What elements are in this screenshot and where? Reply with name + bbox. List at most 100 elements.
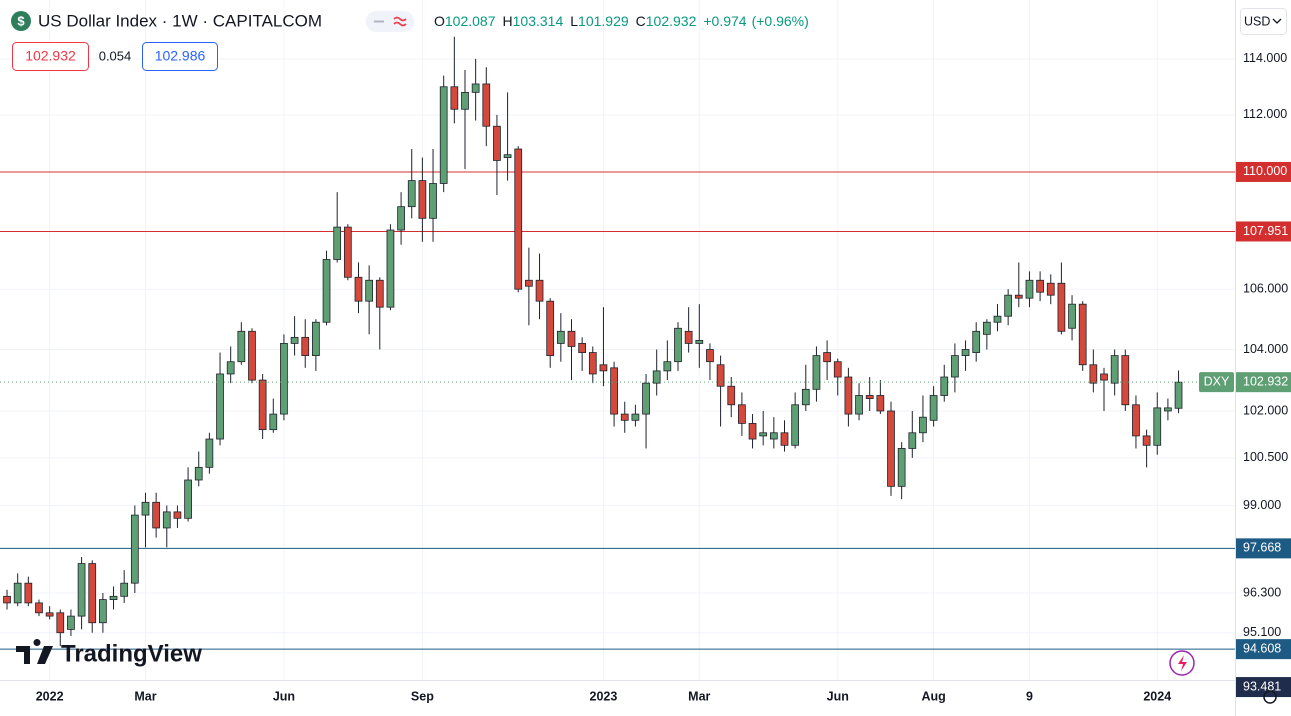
symbol-tag-box [1199, 372, 1234, 393]
candle-body [3, 595, 11, 604]
candle-body [833, 361, 842, 378]
candle-body [280, 343, 288, 415]
candle-body [99, 599, 107, 624]
candle-body [535, 279, 544, 302]
candle-body [567, 330, 576, 347]
candle-body [801, 388, 810, 406]
candle-body [45, 612, 54, 617]
candle-body [738, 404, 746, 424]
candle-body [1153, 407, 1162, 446]
level-label: 110.000 [1243, 164, 1287, 178]
currency-button[interactable] [1240, 8, 1287, 35]
ohlc-value: 103.314 [513, 13, 564, 29]
candle-body [216, 373, 224, 440]
candle-body [162, 511, 171, 529]
candle-body [13, 582, 22, 604]
level-tag [1236, 677, 1291, 698]
candle-body [1132, 404, 1140, 437]
y-tick-label: 114.000 [1243, 51, 1287, 65]
y-tick-label: 102.000 [1243, 403, 1288, 417]
candle-body [684, 330, 693, 344]
candle-body [940, 376, 949, 396]
x-tick-label: 9 [1026, 689, 1033, 703]
candle-body [290, 336, 299, 344]
ohlc-label: C [636, 13, 646, 29]
x-tick-label: Jun [273, 689, 295, 703]
candle-body [1089, 364, 1098, 384]
candle-body [1004, 294, 1013, 317]
candle-body [546, 300, 555, 357]
x-tick-label: Aug [921, 689, 945, 703]
candle-body [1068, 303, 1076, 329]
candle-body [322, 259, 331, 323]
candle-body [652, 370, 661, 384]
candle-body [599, 364, 608, 372]
candle-body [312, 321, 320, 357]
chart-title: US Dollar Index · 1W · CAPITALCOM [38, 11, 322, 30]
candle-body [397, 206, 405, 231]
candle-body [35, 602, 43, 614]
candle-body [791, 404, 800, 446]
candle-body [226, 361, 235, 375]
candle-body [525, 279, 533, 287]
y-tick-label: 104.000 [1243, 342, 1288, 356]
ohlc-value: 101.929 [578, 13, 629, 29]
buy-price: 102.986 [155, 48, 206, 64]
symbol-tag: DXY [1204, 374, 1230, 388]
candle-body [1046, 282, 1055, 296]
x-tick-label: 2022 [36, 689, 64, 703]
candle-body [1036, 279, 1044, 293]
candle-body [695, 339, 704, 344]
candle-body [1025, 279, 1034, 299]
status-pill[interactable] [366, 11, 414, 32]
candle-body [769, 432, 778, 440]
candle-body [823, 352, 831, 363]
x-tick-label: 2024 [1143, 689, 1171, 703]
candle-body [24, 582, 33, 604]
candle-body [333, 226, 342, 260]
candle-body [961, 349, 970, 357]
spread: 0.054 [99, 48, 132, 63]
candle-body [578, 343, 587, 353]
candle-body [1110, 355, 1119, 384]
candle-body [301, 336, 310, 357]
brand-watermark: TradingView [16, 639, 202, 667]
candle-body [461, 91, 469, 110]
settings-icon[interactable] [1263, 690, 1277, 704]
candle-body [237, 330, 246, 363]
candle-body [951, 355, 959, 378]
brand-name: TradingView [61, 640, 202, 667]
candle-body [663, 361, 672, 372]
candle-body [493, 125, 501, 161]
level-tag [1236, 538, 1291, 559]
candle-body [1121, 355, 1130, 406]
market-icon [393, 16, 407, 27]
candle-body [482, 83, 491, 127]
y-tick-label: 100.500 [1243, 450, 1288, 464]
y-tick-label: 106.000 [1243, 282, 1288, 296]
sell-button[interactable] [12, 42, 89, 71]
candle-body [439, 86, 448, 184]
buy-button[interactable] [142, 42, 218, 71]
x-tick-label: Sep [411, 689, 434, 703]
candle-body [674, 327, 682, 363]
candle-body [759, 432, 768, 437]
level-tag [1236, 161, 1291, 182]
levels [0, 171, 1235, 650]
change-percent: (+0.96%) [752, 13, 809, 29]
candle-body [205, 438, 214, 468]
candles [0, 36, 1235, 647]
candle-body [727, 385, 736, 406]
ohlc-value: 102.087 [445, 13, 496, 29]
brand-logo [16, 639, 53, 664]
candle-body [748, 423, 757, 440]
candle-body [780, 432, 789, 446]
candle-body [1057, 282, 1066, 332]
ohlc-label: O [434, 13, 445, 29]
symbol-icon [11, 11, 31, 31]
candle-body [343, 226, 352, 278]
candle-body [812, 355, 821, 390]
sell-price: 102.932 [25, 48, 76, 64]
